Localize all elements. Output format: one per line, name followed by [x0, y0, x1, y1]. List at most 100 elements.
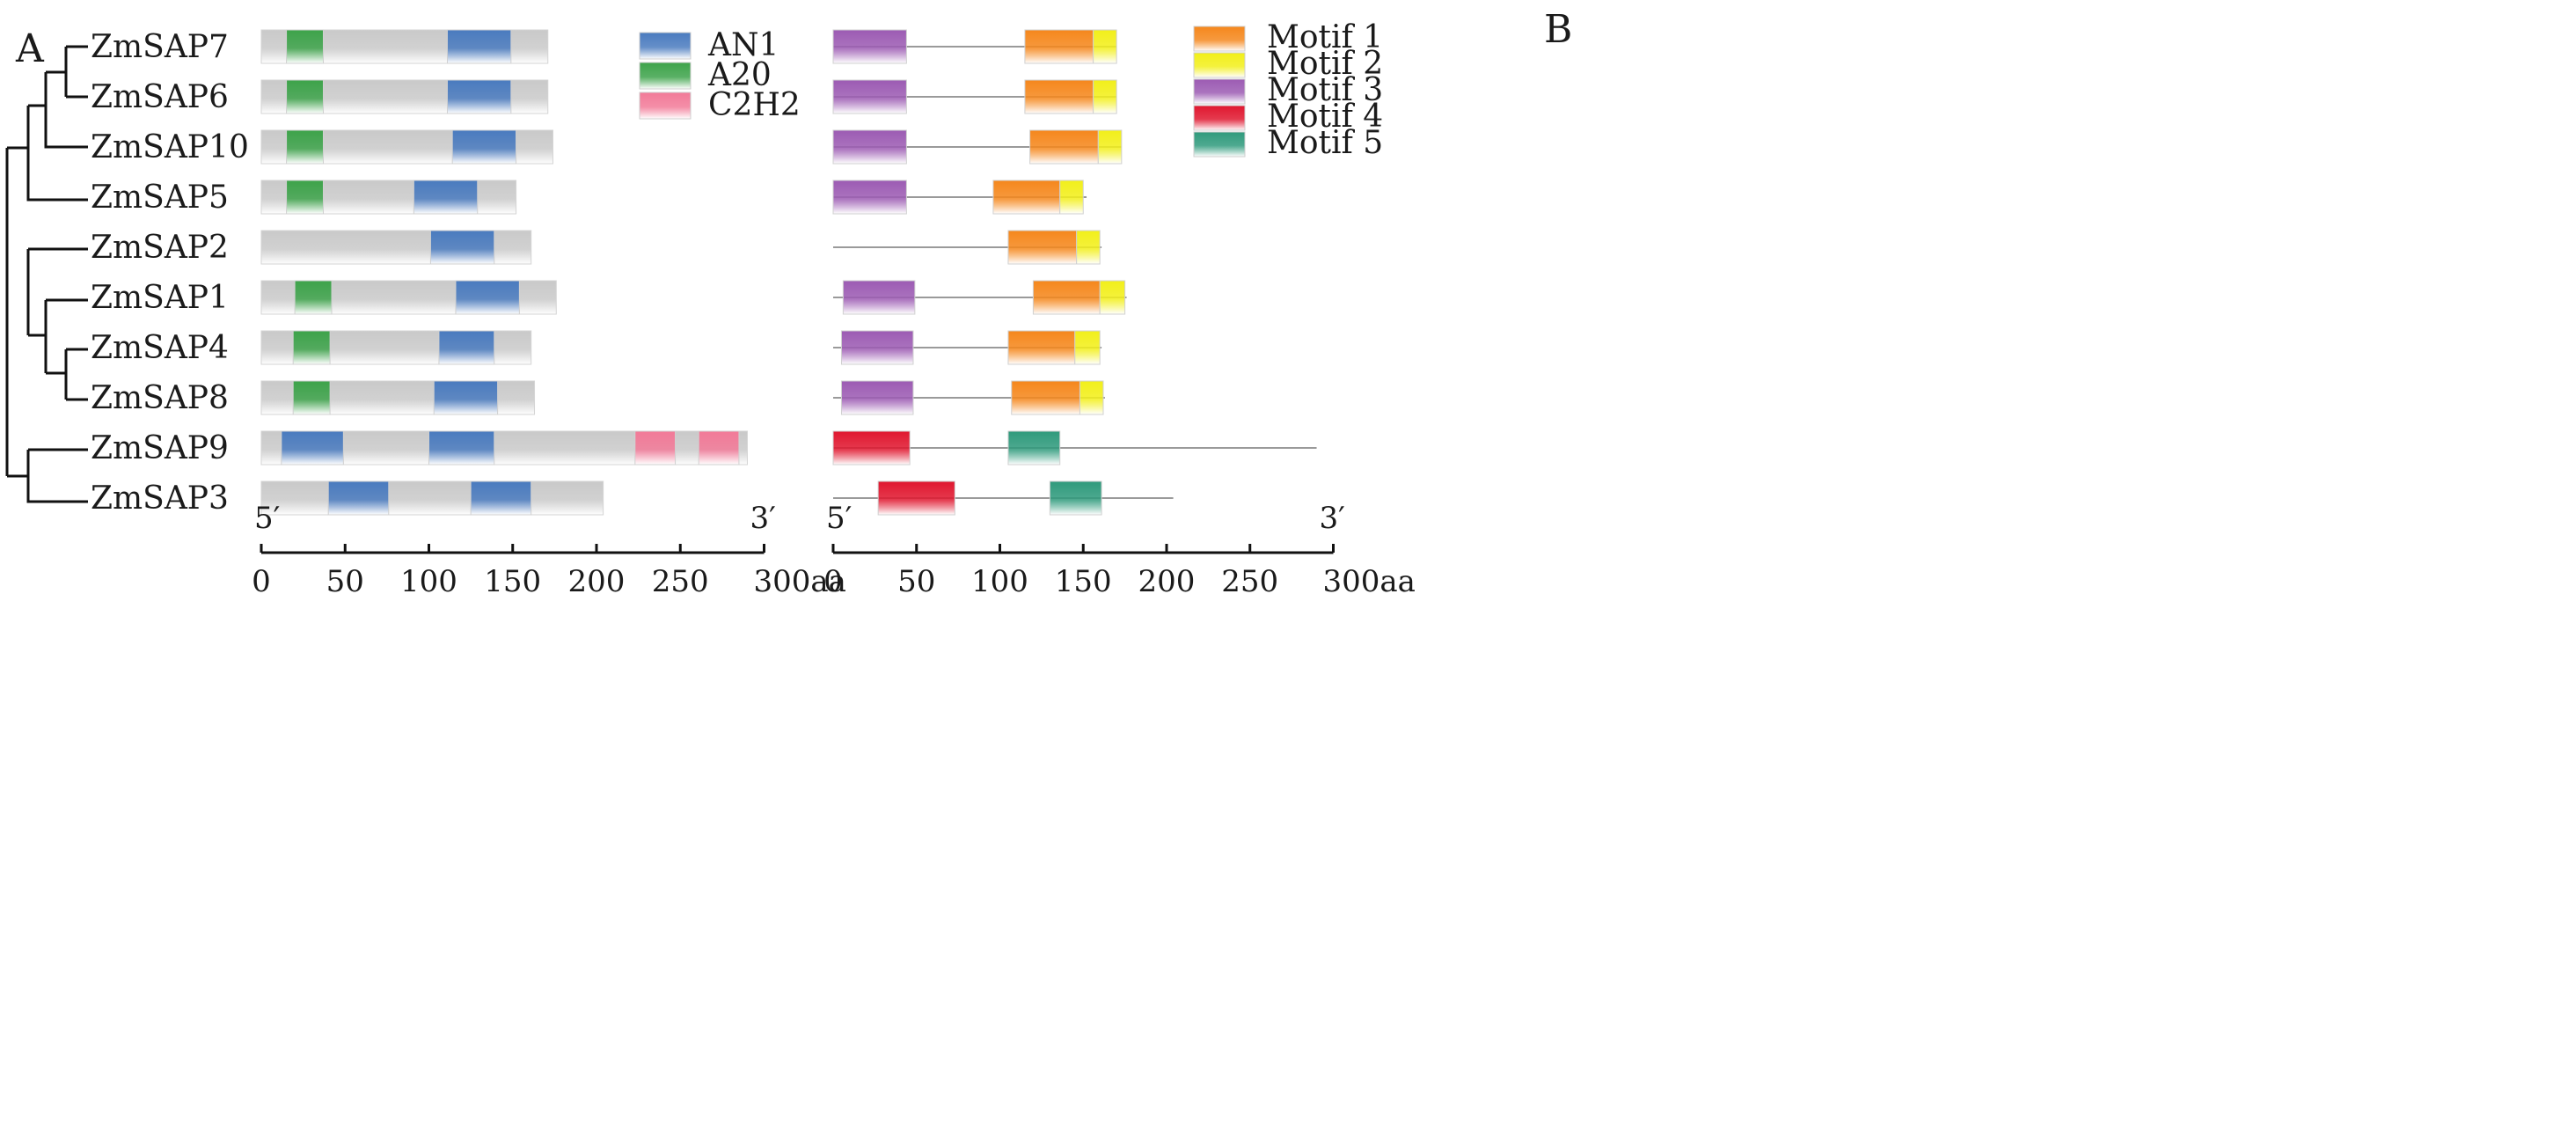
motif-track-zmsap1 — [833, 280, 1127, 315]
legend-label: Motif 1 — [1267, 19, 1383, 55]
motif-3-box — [840, 330, 914, 365]
axis-tick-label: 300aa — [1323, 564, 1416, 599]
axis-tick-label: 100 — [971, 564, 1028, 599]
legend-item-an1: AN1 — [639, 27, 779, 63]
axis-tick-label: 0 — [823, 564, 843, 599]
motif-1-box — [1024, 79, 1094, 114]
motif-3-box — [840, 380, 914, 415]
axis-panel-b: 0 50 100 150 200 250 300aa 5′ 3′ — [823, 501, 1416, 599]
legend-item-c2h2: C2H2 — [639, 87, 801, 123]
motif-1-box — [1024, 29, 1094, 64]
motif-1-box — [1029, 129, 1099, 165]
motif-2-box — [1059, 180, 1084, 215]
axis-tick-label: 250 — [1221, 564, 1278, 599]
legend-swatch — [1193, 52, 1246, 78]
domain-track-zmsap10 — [260, 129, 553, 165]
motif-2-box — [1093, 79, 1117, 114]
gene-label-zmsap6: ZmSAP6 — [91, 79, 229, 115]
legend-label: Motif 5 — [1267, 125, 1383, 161]
axis-tick-label: 50 — [326, 564, 364, 599]
legend-item-motif-4: Motif 4 — [1193, 99, 1383, 135]
axis-tick-label: 100 — [400, 564, 457, 599]
axis-tick-label: 150 — [1055, 564, 1112, 599]
motif-1-box — [992, 180, 1061, 215]
legend-item-a20: A20 — [639, 57, 772, 93]
motif-2-box — [1074, 330, 1101, 365]
gene-label-zmsap4: ZmSAP4 — [91, 330, 229, 366]
legend-swatch — [639, 62, 692, 90]
an1-domain — [433, 380, 499, 415]
a20-domain — [286, 129, 324, 165]
axis-tick-label: 50 — [897, 564, 935, 599]
motif-track-zmsap8 — [833, 380, 1105, 415]
five-prime-label: 5′ — [826, 501, 852, 536]
legend-item-motif-1: Motif 1 — [1193, 19, 1383, 55]
panel-a-label: A — [15, 26, 45, 71]
domain-track-zmsap9 — [260, 430, 748, 466]
panel-b-label: B — [1544, 7, 1572, 52]
c2h2-domain — [634, 430, 677, 466]
an1-domain — [281, 430, 344, 466]
motif-1-box — [1007, 330, 1076, 365]
legend-swatch — [1193, 26, 1246, 52]
motif-track-zmsap5 — [832, 180, 1087, 215]
legend-label: A20 — [707, 57, 772, 93]
gene-label-zmsap2: ZmSAP2 — [91, 230, 229, 266]
an1-domain — [413, 180, 479, 215]
domain-track-zmsap2 — [260, 230, 532, 265]
domain-track-zmsap5 — [260, 180, 517, 215]
motif-3-box — [832, 129, 907, 165]
an1-domain — [429, 230, 495, 265]
motif-3-box — [832, 79, 907, 114]
an1-domain — [446, 29, 512, 64]
a20-domain — [286, 180, 324, 215]
motif-1-box — [1007, 230, 1078, 265]
gene-label-zmsap8: ZmSAP8 — [91, 380, 229, 416]
domain-tracks — [260, 29, 748, 516]
an1-domain — [446, 79, 512, 114]
legend-swatch — [1193, 78, 1246, 105]
axis-tick-label: 300aa — [754, 564, 846, 599]
phylogenetic-tree — [5, 45, 88, 503]
legend-item-motif-3: Motif 3 — [1193, 72, 1383, 108]
motif-tracks — [832, 29, 1317, 516]
a20-domain — [286, 79, 324, 114]
motif-3-box — [842, 280, 916, 315]
legend-label: Motif 4 — [1267, 99, 1383, 135]
a20-domain — [294, 280, 333, 315]
legend-item-motif-5: Motif 5 — [1193, 125, 1383, 161]
an1-domain — [327, 480, 390, 516]
legend-label: Motif 3 — [1267, 72, 1383, 108]
motif-1-box — [1011, 380, 1080, 415]
motif-track-zmsap4 — [833, 330, 1102, 365]
motif-2-box — [1097, 129, 1123, 165]
axis-tick-label: 150 — [484, 564, 541, 599]
motif-2-box — [1079, 380, 1104, 415]
legend-swatch — [639, 32, 692, 60]
gene-label-zmsap7: ZmSAP7 — [91, 29, 229, 65]
motif-5-box — [1049, 480, 1102, 516]
domain-track-zmsap3 — [260, 480, 604, 516]
an1-domain — [428, 430, 495, 466]
an1-domain — [438, 330, 495, 365]
motif-4-box — [877, 480, 955, 516]
tree-branch — [26, 450, 88, 503]
c2h2-domain — [698, 430, 740, 466]
motif-5-box — [1007, 430, 1061, 466]
motif-1-box — [1032, 280, 1101, 315]
domain-track-zmsap6 — [260, 79, 549, 114]
motif-2-box — [1099, 280, 1126, 315]
axis-tick-label: 200 — [568, 564, 626, 599]
domain-track-zmsap8 — [260, 380, 536, 415]
a20-domain — [286, 29, 324, 64]
gene-label-zmsap10: ZmSAP10 — [91, 129, 249, 165]
legend-label: Motif 2 — [1267, 46, 1383, 82]
domain-track-zmsap4 — [260, 330, 532, 365]
tree-branch — [26, 106, 88, 202]
gene-label-zmsap3: ZmSAP3 — [91, 480, 229, 517]
an1-domain — [470, 480, 532, 516]
motif-3-box — [832, 180, 907, 215]
legend-swatch — [639, 92, 692, 120]
motif-track-zmsap7 — [832, 29, 1117, 64]
